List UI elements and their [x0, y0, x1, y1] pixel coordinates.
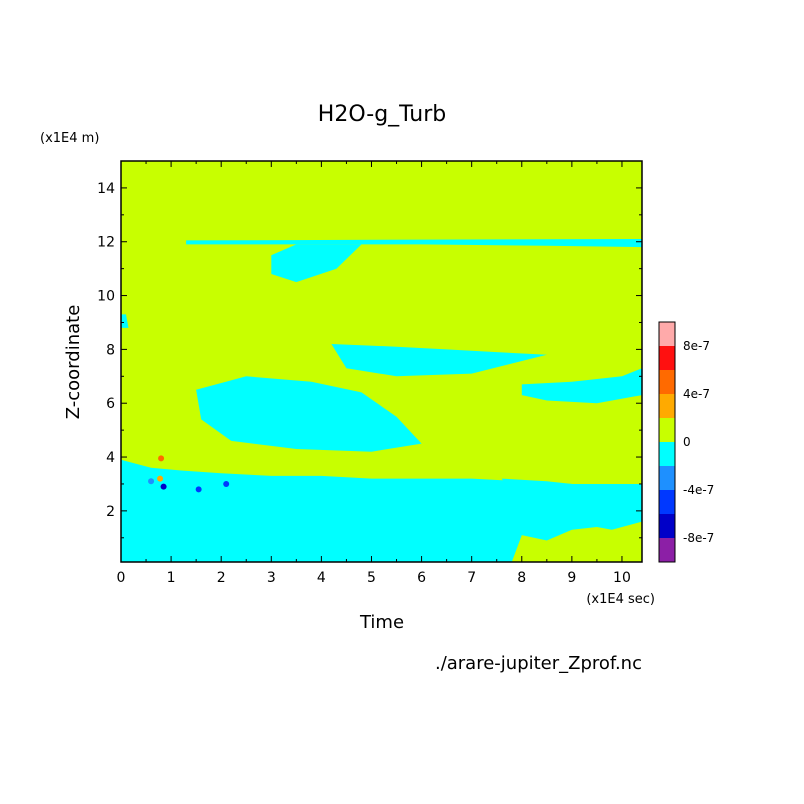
- colorbar-label-2: 0: [683, 435, 691, 449]
- negative-region-5: [196, 376, 422, 452]
- anomaly-spot-3: [195, 486, 202, 493]
- anomaly-spot-1: [157, 475, 164, 482]
- x-tick-label-10: 10: [613, 570, 631, 586]
- anomaly-spot-5: [148, 478, 155, 485]
- anomaly-spot-2: [160, 483, 167, 490]
- colorbar-swatch-8: [659, 346, 675, 370]
- contour-spots: [148, 455, 230, 493]
- x-tick-label-7: 7: [467, 570, 476, 586]
- x-axis-label: Time: [359, 612, 404, 633]
- x-tick-label-8: 8: [517, 570, 526, 586]
- x-axis: 0 1 2 3 4 5 6 7 8 9 10: [117, 161, 631, 586]
- negative-region-1: [186, 239, 642, 248]
- negative-region-7: [121, 314, 129, 328]
- colorbar-swatch-1: [659, 514, 675, 538]
- negative-region-2: [271, 244, 362, 283]
- y-tick-label-8: 8: [106, 342, 115, 358]
- y-tick-label-10: 10: [97, 289, 115, 305]
- colorbar-label-1: -4e-7: [683, 483, 714, 497]
- negative-region-4: [521, 368, 642, 404]
- negative-region-3: [331, 344, 547, 377]
- colorbar-swatch-4: [659, 442, 675, 466]
- colorbar-label-3: 4e-7: [683, 387, 710, 401]
- x-tick-label-1: 1: [167, 570, 176, 586]
- plot-frame: [120, 160, 643, 563]
- colorbar-swatch-2: [659, 490, 675, 514]
- contour-regions: [121, 239, 642, 562]
- y-axis: 2 4 6 8 10 12 14: [97, 181, 642, 539]
- colorbar-swatch-6: [659, 394, 675, 418]
- colorbar-frame: [658, 321, 676, 563]
- colorbar-swatch-7: [659, 370, 675, 394]
- y-tick-label-2: 2: [106, 504, 115, 520]
- anomaly-spot-4: [223, 480, 230, 487]
- x-tick-label-6: 6: [417, 570, 426, 586]
- x-tick-label-3: 3: [267, 570, 276, 586]
- x-tick-label-4: 4: [317, 570, 326, 586]
- x-tick-label-5: 5: [367, 570, 376, 586]
- colorbar-swatch-5: [659, 418, 675, 442]
- colorbar: -8e-7 -4e-7 0 4e-7 8e-7: [658, 321, 714, 563]
- colorbar-label-4: 8e-7: [683, 339, 710, 353]
- y-tick-label-4: 4: [106, 450, 115, 466]
- y-axis-label: Z-coordinate: [63, 305, 84, 420]
- x-tick-label-2: 2: [217, 570, 226, 586]
- colorbar-swatch-0: [659, 538, 675, 562]
- x-tick-label-0: 0: [117, 570, 126, 586]
- colorbar-swatch-9: [659, 322, 675, 346]
- plot-area: [120, 160, 643, 563]
- chart-title: H2O-g_Turb: [318, 102, 446, 127]
- colorbar-label-0: -8e-7: [683, 531, 714, 545]
- x-unit-label: (x1E4 sec): [586, 592, 655, 607]
- y-tick-label-14: 14: [97, 181, 115, 197]
- negative-region-6: [501, 478, 642, 511]
- source-file-label: ./arare-jupiter_Zprof.nc: [435, 653, 642, 674]
- anomaly-spot-0: [158, 455, 165, 462]
- y-tick-label-12: 12: [97, 235, 115, 251]
- x-tick-label-9: 9: [567, 570, 576, 586]
- y-tick-label-6: 6: [106, 396, 115, 412]
- y-unit-label: (x1E4 m): [40, 131, 99, 146]
- colorbar-swatch-3: [659, 466, 675, 490]
